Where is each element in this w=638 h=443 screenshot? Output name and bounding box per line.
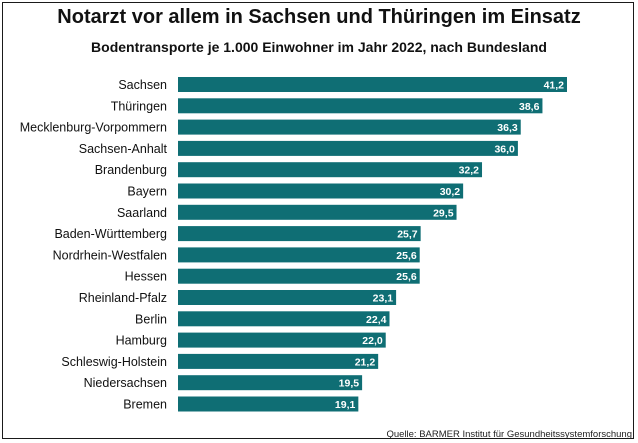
value-label: 22,0 [362, 335, 383, 347]
bar [178, 183, 464, 199]
bar-row: Brandenburg 32,2 [95, 162, 483, 178]
category-label: Schleswig-Holstein [61, 355, 167, 369]
bar-row: Bayern 30,2 [127, 183, 464, 199]
bar-row: Hamburg 22,0 [116, 332, 386, 348]
bar-row: Baden-Württemberg 25,7 [54, 226, 421, 242]
bar [178, 290, 397, 305]
bar-row: Sachsen 41,2 [118, 77, 567, 92]
source-note: Quelle: BARMER Institut für Gesundheitss… [386, 429, 632, 440]
bar [178, 247, 420, 263]
category-label: Sachsen [118, 78, 167, 92]
category-label: Berlin [135, 312, 167, 326]
value-label: 25,7 [397, 229, 418, 241]
category-label: Saarland [117, 206, 167, 220]
value-label: 19,5 [339, 378, 360, 390]
value-label: 22,4 [366, 314, 387, 326]
bar [178, 396, 359, 412]
value-label: 36,3 [497, 122, 518, 134]
bar [178, 77, 567, 92]
bar [178, 226, 421, 242]
category-label: Nordrhein-Westfalen [53, 248, 167, 262]
value-label: 21,2 [355, 356, 376, 368]
category-label: Hessen [125, 270, 167, 284]
value-label: 29,5 [433, 207, 454, 219]
bar [178, 140, 518, 156]
chart-subtitle: Bodentransporte je 1.000 Einwohner im Ja… [91, 39, 547, 55]
category-label: Baden-Württemberg [54, 227, 167, 241]
category-label: Mecklenburg-Vorpommern [20, 121, 167, 135]
value-label: 25,6 [396, 250, 417, 262]
value-label: 30,2 [440, 186, 461, 198]
bar [178, 332, 386, 348]
chart-frame [2, 2, 634, 439]
bar-row: Hessen 25,6 [125, 268, 420, 284]
bar [178, 311, 390, 327]
bar [178, 162, 483, 178]
bar [178, 204, 457, 220]
value-label: 25,6 [396, 271, 417, 283]
category-label: Niedersachsen [84, 376, 167, 390]
bar-row: Bremen 19,1 [123, 396, 359, 412]
bar-row: Rheinland-Pfalz 23,1 [79, 290, 397, 305]
bar [178, 98, 543, 114]
category-label: Rheinland-Pfalz [79, 291, 167, 305]
bar-row: Schleswig-Holstein 21,2 [61, 353, 379, 369]
bar [178, 119, 521, 135]
value-label: 32,2 [459, 165, 480, 177]
value-label: 41,2 [544, 80, 565, 92]
category-label: Hamburg [116, 334, 167, 348]
bar-row: Thüringen 38,6 [111, 98, 543, 114]
chart-title: Notarzt vor allem in Sachsen und Thüring… [57, 6, 581, 28]
value-label: 23,1 [373, 293, 394, 305]
category-label: Sachsen-Anhalt [79, 142, 168, 156]
bar-row: Niedersachsen 19,5 [84, 375, 363, 391]
value-label: 38,6 [519, 101, 540, 113]
bar-row: Nordrhein-Westfalen 25,6 [53, 247, 420, 263]
bar-row: Mecklenburg-Vorpommern 36,3 [20, 119, 521, 135]
bar [178, 375, 363, 391]
category-label: Brandenburg [95, 163, 167, 177]
category-label: Bremen [123, 398, 167, 412]
category-label: Bayern [127, 185, 167, 199]
bar-row: Sachsen-Anhalt 36,0 [79, 140, 518, 156]
bar-row: Saarland 29,5 [117, 204, 457, 220]
bar-row: Berlin 22,4 [135, 311, 390, 327]
category-label: Thüringen [111, 99, 167, 113]
value-label: 19,1 [335, 399, 356, 411]
bar [178, 353, 379, 369]
bar [178, 268, 420, 284]
value-label: 36,0 [494, 143, 515, 155]
